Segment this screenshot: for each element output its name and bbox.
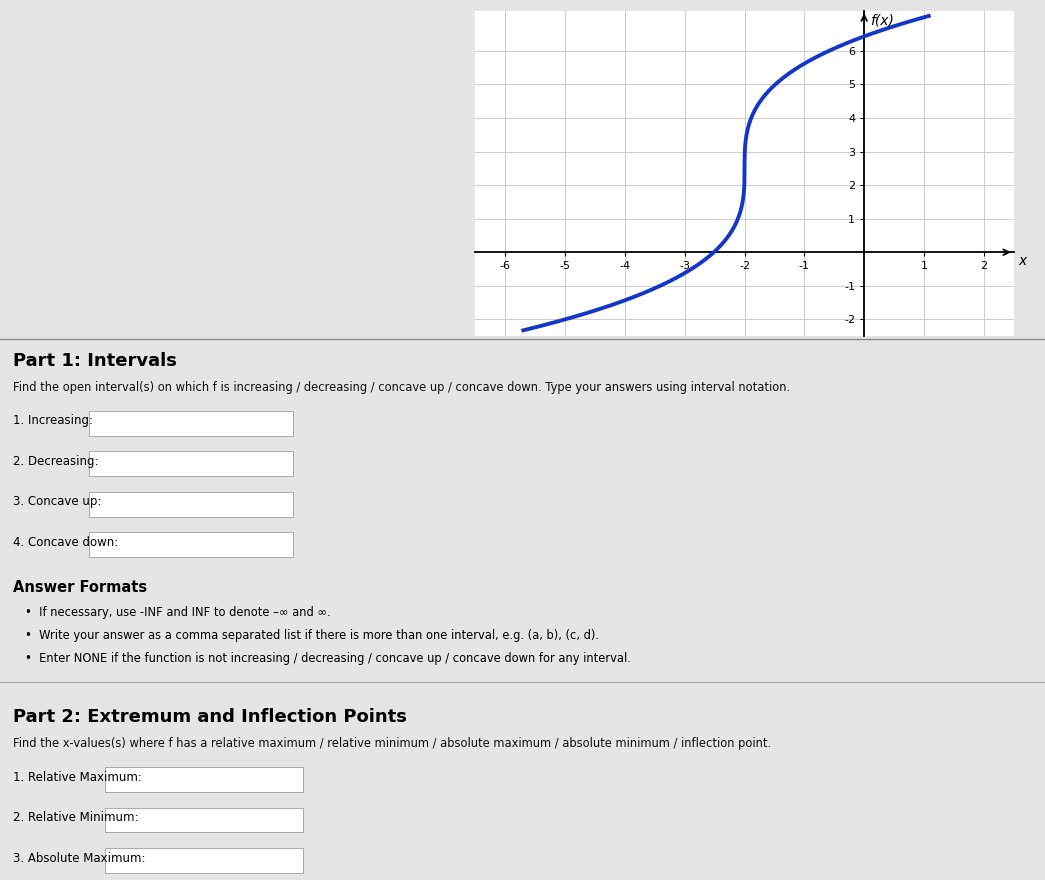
Text: Find the open interval(s) on which f is increasing / decreasing / concave up / c: Find the open interval(s) on which f is … [13,381,790,394]
Text: •  If necessary, use -INF and INF to denote –∞ and ∞.: • If necessary, use -INF and INF to deno… [25,606,330,620]
Text: 3. Absolute Maximum:: 3. Absolute Maximum: [13,852,145,865]
Text: x: x [1019,254,1026,268]
Text: Find the x-values(s) where f has a relative maximum / relative minimum / absolut: Find the x-values(s) where f has a relat… [13,737,770,751]
Text: 3. Concave up:: 3. Concave up: [13,495,101,509]
Text: f(x): f(x) [870,14,895,28]
Text: •  Write your answer as a comma separated list if there is more than one interva: • Write your answer as a comma separated… [25,629,599,642]
Text: 1. Increasing:: 1. Increasing: [13,414,93,428]
Text: •  Enter NONE if the function is not increasing / decreasing / concave up / conc: • Enter NONE if the function is not incr… [25,652,631,665]
Text: Part 1: Intervals: Part 1: Intervals [13,352,177,370]
Text: 4. Concave down:: 4. Concave down: [13,536,118,549]
Text: 1. Relative Maximum:: 1. Relative Maximum: [13,771,141,784]
Text: 2. Relative Minimum:: 2. Relative Minimum: [13,811,138,825]
Text: Answer Formats: Answer Formats [13,580,146,595]
Text: 2. Decreasing:: 2. Decreasing: [13,455,98,468]
Text: Part 2: Extremum and Inflection Points: Part 2: Extremum and Inflection Points [13,708,407,726]
